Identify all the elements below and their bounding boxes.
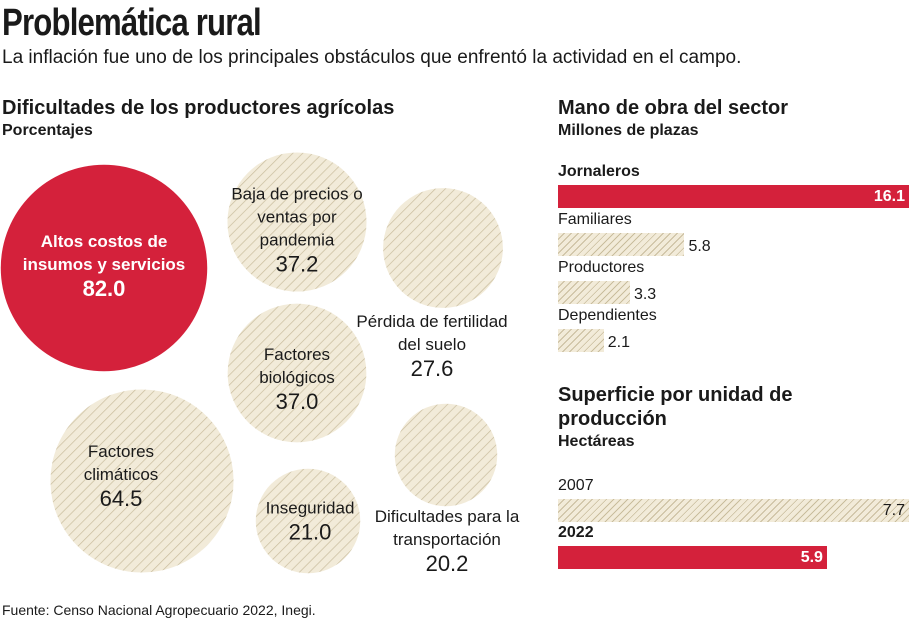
chart-subtitle: Porcentajes xyxy=(2,122,93,139)
bubble-label: Dificultades para la transportación 20.2 xyxy=(362,505,532,577)
category-label: Altos costos de insumos y servicios xyxy=(22,232,186,274)
category-label: Inseguridad xyxy=(265,498,355,518)
value-label: 20.2 xyxy=(425,551,469,576)
category-label: Pérdida de fertilidad del suelo xyxy=(356,312,508,354)
category-label: Dificultades para la transportación xyxy=(374,507,520,549)
bar xyxy=(558,185,909,208)
bar xyxy=(558,281,630,304)
bar-label: Productores xyxy=(558,259,645,276)
bubble xyxy=(255,468,361,574)
value-label: 37.0 xyxy=(275,389,319,414)
bubble xyxy=(394,403,498,507)
bar xyxy=(558,546,827,569)
bar-label: Jornaleros xyxy=(558,163,640,180)
value-label: 21.0 xyxy=(288,519,332,545)
bubble-label: Inseguridad 21.0 xyxy=(255,497,365,546)
category-label: Factores biológicos xyxy=(259,345,335,387)
category-label: Factores climáticos xyxy=(83,442,159,484)
value-label: 16.1 xyxy=(873,188,905,205)
value-label: 37.2 xyxy=(275,251,319,277)
value-label: 5.9 xyxy=(800,549,823,566)
value-label: 64.5 xyxy=(99,486,143,511)
bar xyxy=(558,499,909,522)
value-label: 3.3 xyxy=(633,286,657,303)
bar-label: Familiares xyxy=(558,211,632,228)
page-title: Problemática rural xyxy=(2,2,262,44)
bubble xyxy=(227,152,367,292)
chart-subtitle: Millones de plazas xyxy=(558,122,699,139)
value-label: 2.1 xyxy=(607,334,631,351)
value-label: 5.8 xyxy=(688,238,711,255)
bubble-chart xyxy=(0,152,503,574)
bar-label: 2022 xyxy=(558,524,594,541)
bubble xyxy=(227,303,367,443)
bubble xyxy=(383,188,503,308)
source-note: Fuente: Censo Nacional Agropecuario 2022… xyxy=(2,602,316,618)
bar-label: 2007 xyxy=(558,477,594,494)
bubble-label: Factores climáticos 64.5 xyxy=(51,440,191,512)
value-label: 82.0 xyxy=(82,276,126,301)
bar xyxy=(558,329,604,352)
chart-title: Mano de obra del sector xyxy=(558,97,789,119)
value-label: 7.7 xyxy=(882,502,905,519)
chart-title: Superficie por unidad de producción xyxy=(558,384,793,430)
bubble-label: Altos costos de insumos y servicios 82.0 xyxy=(19,230,189,302)
bubble xyxy=(0,164,208,372)
category-label: Baja de precios o ventas por pandemia xyxy=(231,184,363,250)
page-subtitle: La inflación fue uno de los principales … xyxy=(2,47,742,68)
bar-label: Dependientes xyxy=(558,307,657,324)
bubble-label: Baja de precios o ventas por pandemia 37.… xyxy=(227,183,367,278)
value-label: 27.6 xyxy=(410,356,454,381)
bubble-label: Factores biológicos 37.0 xyxy=(237,343,357,415)
bubble xyxy=(50,389,234,573)
bar xyxy=(558,233,685,256)
chart-title: Dificultades de los productores agrícola… xyxy=(2,97,395,119)
chart-subtitle: Hectáreas xyxy=(558,433,635,450)
bubble-label: Pérdida de fertilidad del suelo 27.6 xyxy=(345,310,520,382)
